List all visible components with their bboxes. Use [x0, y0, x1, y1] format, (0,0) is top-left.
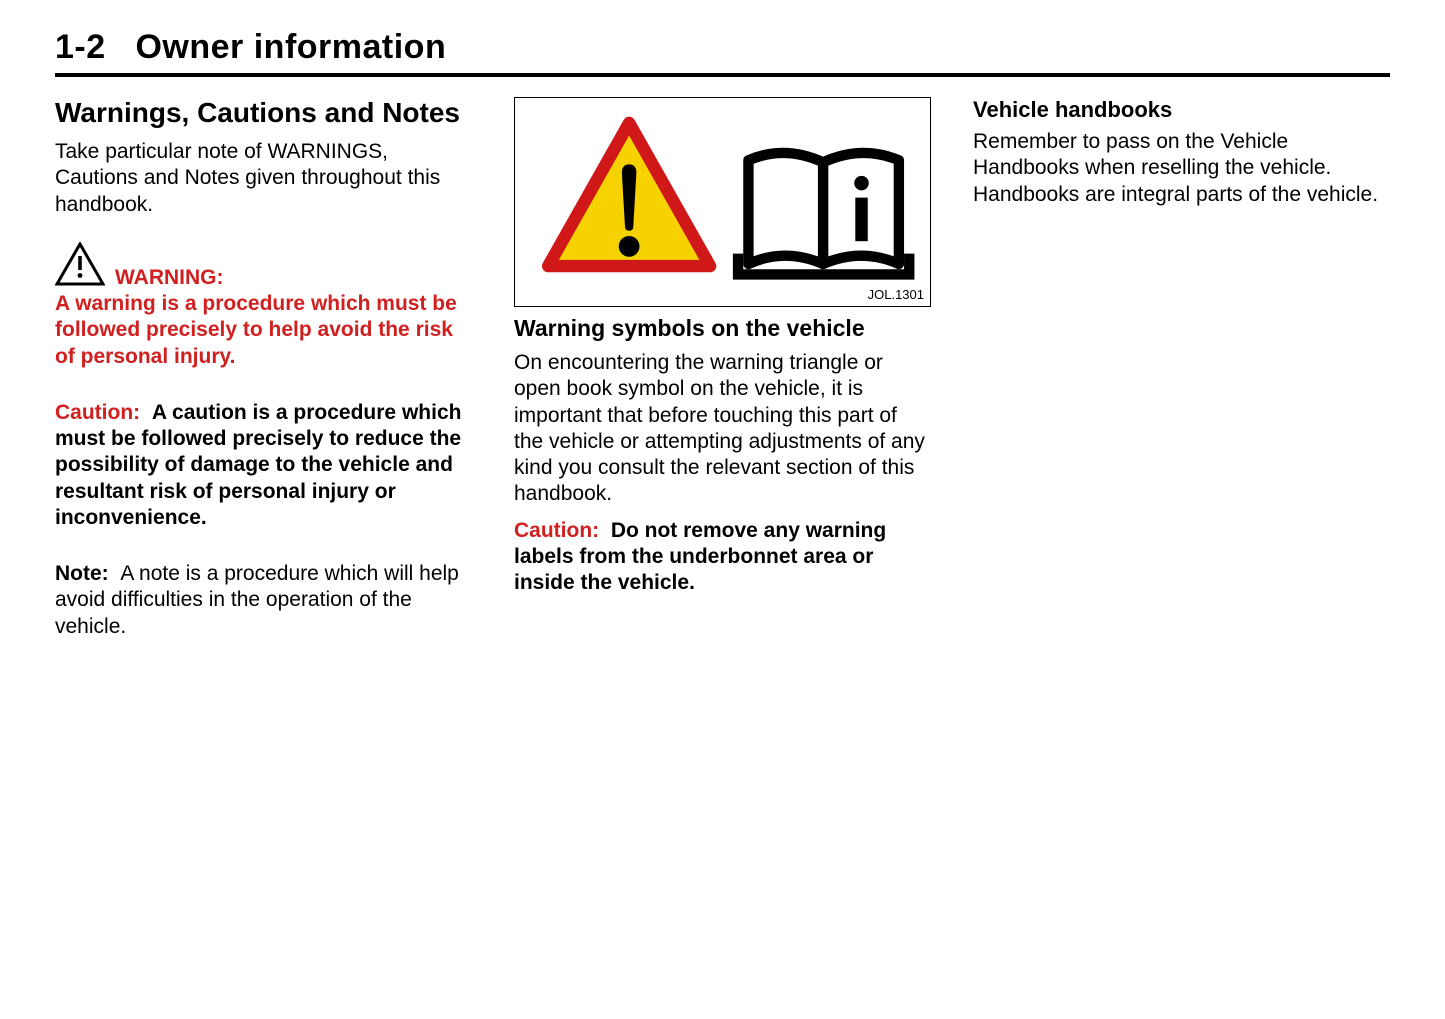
warning-label: WARNING: [55, 242, 224, 291]
note-text: A note is a procedure which will help av… [55, 562, 459, 638]
warning-symbol-svg [515, 98, 930, 306]
col2-caution-label: Caution: [514, 519, 599, 542]
content-columns: Warnings, Cautions and Notes Take partic… [55, 97, 1390, 670]
warning-text: A warning is a procedure which must be f… [55, 291, 472, 370]
note-block: Note: A note is a procedure which will h… [55, 561, 472, 640]
warning-label-text: WARNING: [115, 265, 224, 291]
section-title: Owner information [135, 28, 446, 66]
column-2: JOL.1301 Warning symbols on the vehicle … [514, 97, 931, 670]
caution-block: Caution: A caution is a procedure which … [55, 400, 472, 531]
note-label: Note: [55, 562, 109, 585]
col1-heading: Warnings, Cautions and Notes [55, 97, 472, 129]
col3-body: Remember to pass on the Vehicle Handbook… [973, 129, 1390, 208]
warning-triangle-icon [55, 242, 115, 291]
figure-reference: JOL.1301 [868, 287, 924, 302]
col2-heading: Warning symbols on the vehicle [514, 315, 931, 343]
page-header: 1-2 Owner information [55, 28, 1390, 77]
open-book-icon [738, 153, 909, 274]
warning-block: WARNING: A warning is a procedure which … [55, 242, 472, 370]
col2-body: On encountering the warning triangle or … [514, 350, 931, 508]
col3-heading: Vehicle handbooks [973, 97, 1390, 123]
warning-symbols-figure: JOL.1301 [514, 97, 931, 307]
column-3: Vehicle handbooks Remember to pass on th… [973, 97, 1390, 670]
caution-label: Caution: [55, 401, 140, 424]
col1-intro: Take particular note of WARNINGS, Cautio… [55, 139, 472, 218]
column-1: Warnings, Cautions and Notes Take partic… [55, 97, 472, 670]
section-number: 1-2 [55, 28, 106, 66]
page-title: 1-2 Owner information [55, 28, 1390, 67]
col2-caution-block: Caution: Do not remove any warning label… [514, 518, 931, 597]
